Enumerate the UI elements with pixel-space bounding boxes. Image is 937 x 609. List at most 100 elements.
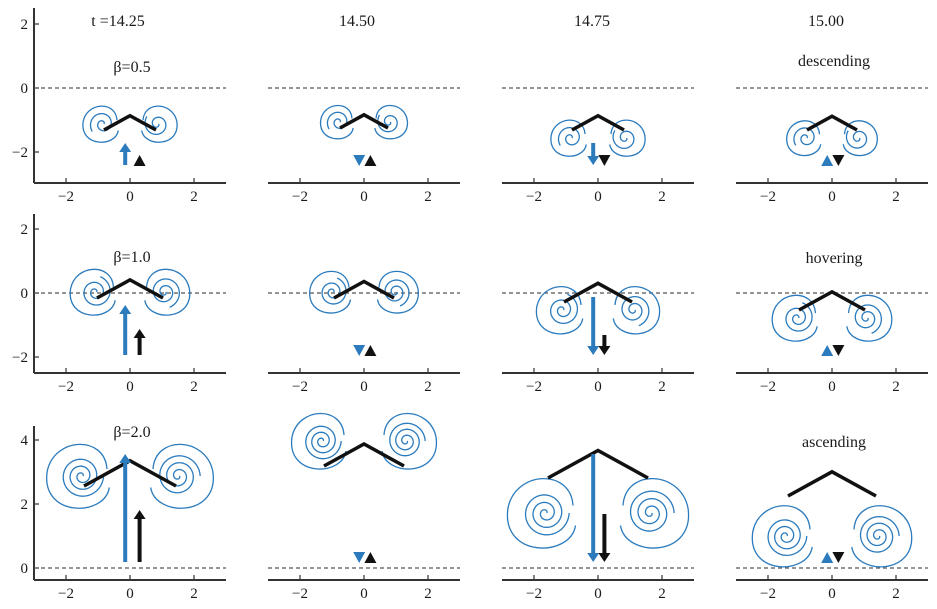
x-tick-label: −2 [292,586,308,602]
up-triangle-marker [133,155,146,166]
vortex-spiral [524,494,570,536]
down-triangle-marker [832,552,845,563]
x-tick-label: 2 [424,379,432,395]
up-triangle-marker [821,155,834,166]
panel: −2 0 2 [502,448,694,602]
vortex-lobe [309,270,352,314]
vortex-lobe [376,270,419,314]
x-tick-label: 2 [424,189,432,205]
wing-shape [547,448,649,480]
vortex-lobe [609,119,646,157]
vortex-spiral [845,130,868,149]
vortex-lobe [535,285,584,335]
x-tick-label: −2 [526,189,542,205]
x-tick-label: −2 [526,379,542,395]
x-tick-label: 0 [828,189,836,205]
x-tick-label: 2 [190,379,198,395]
up-arrow-head [119,305,132,314]
vortex-lobe [842,120,878,157]
y-tick-label: 2 [21,222,29,238]
x-tick-label: 0 [594,586,602,602]
down-triangle-marker [832,345,845,356]
down-arrow-head [598,553,611,562]
vortex-spiral [793,127,815,146]
down-arrow-head [598,346,611,355]
x-tick-label: −2 [292,379,308,395]
x-tick-label: 2 [424,586,432,602]
vortex-lobe [46,443,110,509]
time-label: 14.75 [574,13,610,30]
vortex-spiral [83,276,111,306]
x-tick-label: −2 [760,586,776,602]
vortex-spiral [321,277,347,305]
wing-shape [103,113,157,132]
beta-label: β=0.5 [113,59,150,76]
vortex-spiral [389,422,426,457]
time-label: 15.00 [808,13,844,30]
vortex-spiral [785,302,813,332]
y-tick-label: 0 [21,81,29,97]
x-tick-label: 2 [190,586,198,602]
x-tick-label: 2 [892,189,900,205]
x-tick-label: −2 [760,189,776,205]
x-tick-label: 0 [594,379,602,395]
up-triangle-marker [364,552,377,563]
x-tick-label: 0 [126,189,134,205]
vortex-lobe [144,268,191,316]
panel: −2 0 2 2 0 −2 [12,214,226,395]
vortex-spiral [377,114,398,133]
vortex-lobe [751,505,813,568]
down-arrow-head [587,346,600,355]
down-triangle-marker [353,552,366,563]
time-label: t =14.25 [91,13,144,30]
x-tick-label: −2 [292,189,308,205]
up-triangle-marker [364,155,377,166]
wing-shape [806,114,858,132]
wing-shape [787,469,877,498]
vortex-lobe [374,104,408,140]
y-tick-label: −2 [12,350,28,366]
up-arrow-head [119,454,132,463]
wing-shape [339,112,389,130]
y-tick-label: 0 [21,561,29,577]
down-triangle-marker [353,155,366,166]
x-tick-label: 2 [892,586,900,602]
panel: −2 0 2 2 0 −2 [12,8,226,205]
vortex-spiral [144,116,167,136]
vortex-lobe [786,120,822,157]
y-tick-label: −2 [12,145,28,161]
vortex-spiral [384,279,410,307]
panel-row: −2 0 2 2 0 −2 −2 0 2 −2 0 2 −2 0 2 β=0.5 descending [12,8,928,205]
panel: −2 0 2 [736,87,928,205]
vortex-lobe [771,294,818,342]
vortex-spiral [549,293,579,325]
wing-shape [333,279,395,300]
x-tick-label: 2 [658,189,666,205]
vortex-lobe [69,268,116,316]
x-tick-label: −2 [58,586,74,602]
x-tick-label: 0 [360,379,368,395]
panel-row: −2 0 2 2 0 −2 −2 0 2 −2 0 2 −2 0 2 β=1.0 hovering [12,214,928,395]
vortex-spiral [305,425,342,460]
wing-shape [571,113,625,132]
vortex-lobe [381,412,437,470]
vortex-lobe [550,119,587,157]
vortex-spiral [612,130,635,150]
wing-shape [83,458,177,488]
up-arrow-head [133,510,146,519]
down-arrow-head [587,553,600,562]
x-tick-label: 2 [658,379,666,395]
vortex-spiral [62,458,105,497]
x-tick-label: 0 [126,379,134,395]
panel: −2 0 2 [502,281,694,395]
up-triangle-marker [821,552,834,563]
vortex-spiral [159,455,201,494]
up-triangle-marker [821,345,834,356]
down-arrow-head [587,156,600,165]
vortex-spiral [859,515,900,553]
x-tick-label: −2 [58,379,74,395]
vortex-spiral [621,295,650,327]
time-label: 14.50 [339,13,375,30]
vortex-spiral [629,490,675,532]
